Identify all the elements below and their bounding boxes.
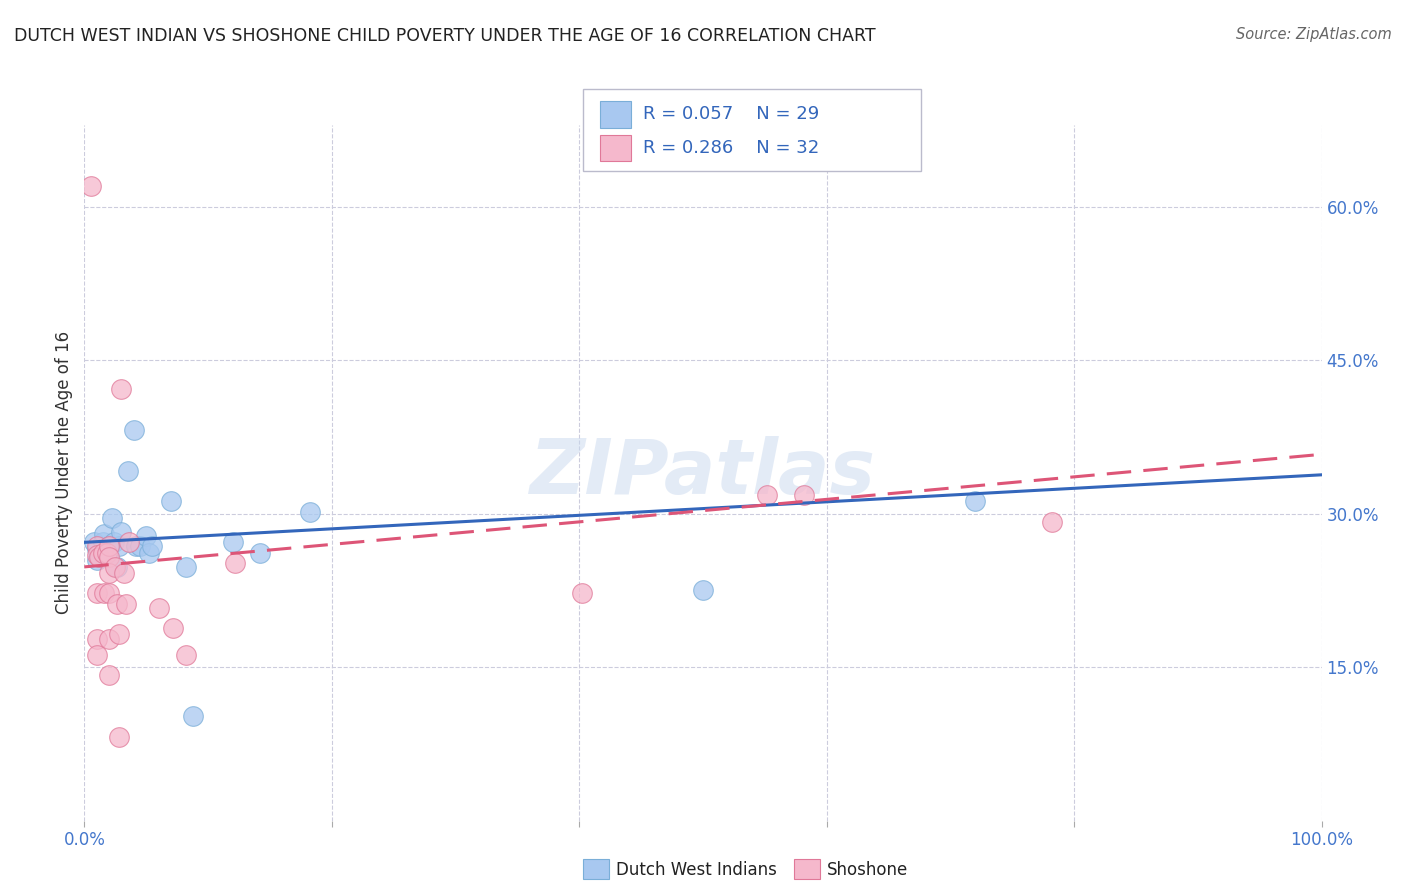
Point: [79, 179, 101, 194]
Point: [83, 535, 105, 549]
Point: [96, 545, 118, 559]
Point: [125, 540, 148, 554]
Point: [571, 586, 593, 600]
Point: [86, 586, 108, 600]
Point: [117, 464, 139, 478]
Point: [98, 549, 121, 564]
Point: [110, 382, 132, 396]
Point: [148, 600, 170, 615]
Point: [110, 525, 132, 540]
Point: [122, 423, 145, 437]
Point: [135, 529, 157, 543]
Y-axis label: Child Poverty Under the Age of 16: Child Poverty Under the Age of 16: [55, 331, 73, 615]
Point: [108, 540, 131, 554]
Point: [965, 494, 987, 508]
Text: R = 0.057    N = 29: R = 0.057 N = 29: [643, 105, 818, 123]
Point: [91, 545, 114, 559]
Text: Dutch West Indians: Dutch West Indians: [616, 861, 776, 879]
Point: [86, 648, 108, 662]
Point: [98, 668, 121, 682]
Point: [222, 535, 245, 549]
Point: [793, 488, 815, 502]
Text: R = 0.286    N = 32: R = 0.286 N = 32: [643, 139, 818, 157]
Point: [112, 566, 135, 580]
Point: [692, 583, 714, 598]
Point: [93, 527, 115, 541]
Point: [86, 540, 108, 554]
Point: [162, 621, 184, 635]
Point: [86, 632, 108, 646]
Point: [249, 545, 271, 559]
Point: [100, 510, 122, 524]
Point: [115, 597, 138, 611]
Point: [108, 730, 131, 744]
Point: [89, 549, 111, 564]
Point: [1040, 515, 1063, 529]
Point: [298, 505, 321, 519]
Point: [160, 494, 183, 508]
Point: [98, 586, 121, 600]
Point: [98, 540, 121, 554]
Point: [86, 542, 108, 557]
Point: [98, 632, 121, 646]
Point: [105, 560, 128, 574]
Point: [96, 545, 118, 559]
Point: [105, 597, 128, 611]
Point: [141, 540, 163, 554]
Point: [174, 648, 197, 662]
Point: [86, 552, 108, 567]
Point: [118, 535, 141, 549]
Point: [108, 627, 131, 641]
Point: [98, 540, 121, 554]
Point: [89, 549, 111, 564]
Point: [91, 535, 114, 549]
Point: [174, 560, 197, 574]
Point: [98, 566, 121, 580]
Point: [93, 586, 115, 600]
Point: [138, 545, 160, 559]
Text: ZIPatlas: ZIPatlas: [530, 436, 876, 509]
Text: Shoshone: Shoshone: [827, 861, 908, 879]
Point: [89, 548, 111, 562]
Point: [103, 535, 125, 549]
Text: Source: ZipAtlas.com: Source: ZipAtlas.com: [1236, 27, 1392, 42]
Point: [224, 556, 246, 570]
Point: [756, 488, 779, 502]
Point: [181, 709, 204, 723]
Point: [86, 548, 108, 562]
Text: DUTCH WEST INDIAN VS SHOSHONE CHILD POVERTY UNDER THE AGE OF 16 CORRELATION CHAR: DUTCH WEST INDIAN VS SHOSHONE CHILD POVE…: [14, 27, 876, 45]
Point: [104, 560, 127, 574]
Point: [129, 540, 152, 554]
